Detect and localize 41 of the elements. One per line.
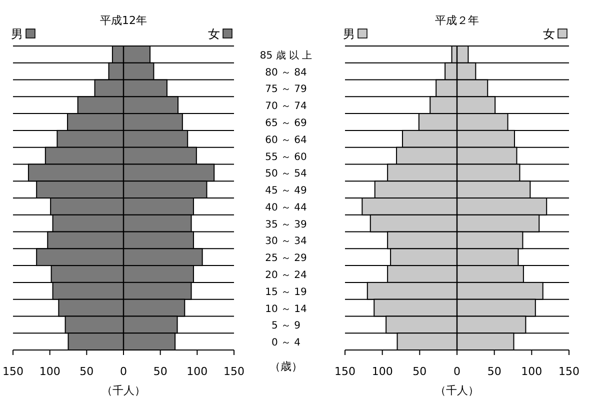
chart-title: 平成12年 [100,14,147,27]
y-tick-label: 20 ～ 24 [265,270,307,281]
x-axis-title: （千人） [435,384,479,397]
x-tick-label: 50 [80,365,94,378]
x-tick-label: 0 [454,365,460,378]
x-axis-title: （千人） [102,384,146,397]
y-tick-label: 30 ～ 34 [265,236,307,248]
y-tick-label: 60 ～ 64 [265,134,307,146]
y-tick-label: 50 ～ 54 [265,168,307,180]
x-tick-label: 100 [521,365,542,378]
y-axis-title: （歳） [270,360,302,373]
y-tick-label: 45 ～ 49 [265,186,307,197]
y-tick-label: 55 ～ 60 [265,152,307,163]
x-tick-label: 50 [153,365,168,378]
x-tick-label: 50 [412,365,427,378]
chart-title: 平成２年 [435,14,479,27]
x-tick-label: 50 [487,365,502,378]
x-tick-label: 150 [334,365,356,378]
y-tick-label: 65 ～ 69 [265,118,307,129]
x-tick-label: 0 [120,365,127,378]
y-tick-label: 15 ～ 19 [265,286,307,298]
x-tick-label: 150 [224,365,244,378]
x-tick-label: 100 [186,365,208,378]
legend-label: 女 [208,27,220,41]
x-tick-label: 150 [2,365,24,378]
legend-label: 女 [543,27,555,41]
y-tick-label: 80 ～ 84 [265,67,307,78]
y-tick-label: 5 ～ 9 [271,320,301,332]
y-tick-label: 40 ～ 44 [265,202,307,214]
y-tick-label: 35 ～ 39 [265,219,307,230]
y-tick-label: 75 ～ 79 [265,84,307,96]
y-tick-label: 0 ～ 4 [271,338,301,349]
y-tick-label: 10 ～ 14 [265,304,307,315]
y-tick-label: 85 歳 以 上 [260,49,312,62]
x-tick-label: 100 [39,365,60,378]
x-tick-label: 100 [372,365,393,378]
y-tick-label: 25 ～ 29 [265,253,307,264]
legend-label: 男 [11,27,23,41]
x-tick-label: 150 [558,365,580,378]
y-tick-label: 70 ～ 74 [265,101,307,112]
legend-label: 男 [343,27,355,41]
